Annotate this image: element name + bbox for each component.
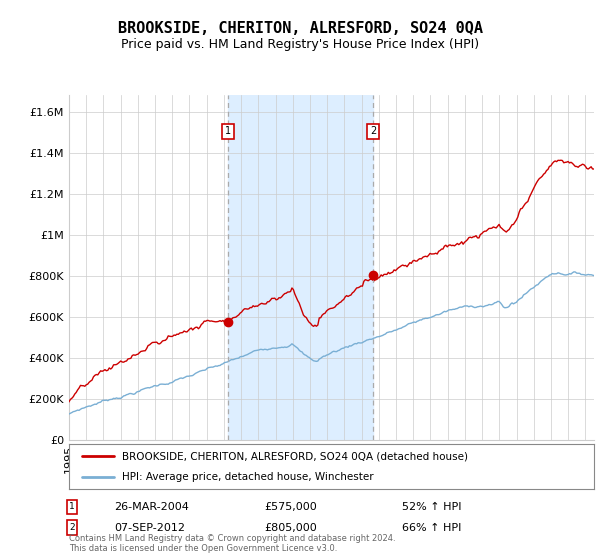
- Text: 66% ↑ HPI: 66% ↑ HPI: [402, 522, 461, 533]
- Text: BROOKSIDE, CHERITON, ALRESFORD, SO24 0QA: BROOKSIDE, CHERITON, ALRESFORD, SO24 0QA: [118, 21, 482, 36]
- Text: £575,000: £575,000: [264, 502, 317, 512]
- Text: 52% ↑ HPI: 52% ↑ HPI: [402, 502, 461, 512]
- Text: 26-MAR-2004: 26-MAR-2004: [114, 502, 189, 512]
- Text: 1: 1: [225, 127, 231, 137]
- Text: £805,000: £805,000: [264, 522, 317, 533]
- Text: 2: 2: [69, 523, 75, 532]
- Bar: [228, 95, 373, 440]
- Text: BROOKSIDE, CHERITON, ALRESFORD, SO24 0QA (detached house): BROOKSIDE, CHERITON, ALRESFORD, SO24 0QA…: [121, 451, 467, 461]
- Text: 1: 1: [69, 502, 75, 511]
- Text: 07-SEP-2012: 07-SEP-2012: [114, 522, 185, 533]
- Text: Contains HM Land Registry data © Crown copyright and database right 2024.
This d: Contains HM Land Registry data © Crown c…: [69, 534, 395, 553]
- Text: HPI: Average price, detached house, Winchester: HPI: Average price, detached house, Winc…: [121, 472, 373, 482]
- Text: Price paid vs. HM Land Registry's House Price Index (HPI): Price paid vs. HM Land Registry's House …: [121, 38, 479, 51]
- Text: 2: 2: [370, 127, 376, 137]
